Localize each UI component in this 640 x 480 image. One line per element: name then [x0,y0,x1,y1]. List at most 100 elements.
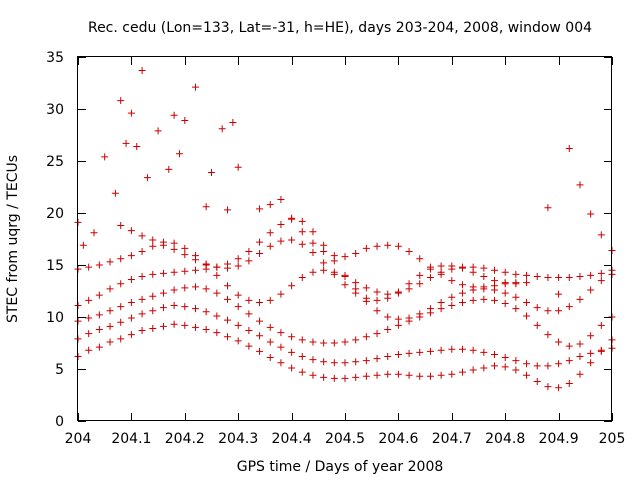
data-point [480,264,488,272]
data-point [224,295,232,303]
data-point [448,262,456,270]
data-point [159,304,167,312]
data-point [159,322,167,330]
data-point [298,368,306,376]
data-point [373,242,381,250]
data-point [426,372,434,380]
data-point [149,236,157,244]
data-point [85,346,93,354]
y-tick-label: 35 [46,50,64,66]
data-point [341,338,349,346]
x-tick-label: 204.9 [539,431,579,447]
data-point [555,360,563,368]
data-point [384,353,392,361]
data-point [565,273,573,281]
data-point [448,370,456,378]
data-point [288,236,296,244]
data-point [170,286,178,294]
data-point [587,286,595,294]
data-point [544,331,552,339]
data-point [330,252,338,260]
data-point [266,354,274,362]
data-point [191,305,199,313]
data-point [491,350,499,358]
data-point [127,252,135,260]
data-point [266,242,274,250]
data-point [95,261,103,269]
data-point [213,312,221,320]
data-point [202,285,210,293]
data-point [416,372,424,380]
data-point [448,293,456,301]
data-point [320,247,328,255]
data-point [384,325,392,333]
data-point [266,338,274,346]
data-point [576,295,584,303]
data-point [533,321,541,329]
x-axis-label: GPS time / Days of year 2008 [237,459,444,475]
data-point [544,204,552,212]
data-point [149,242,157,250]
data-point [229,119,237,127]
data-point [208,168,215,176]
data-point [320,339,328,347]
data-point [85,314,93,322]
data-point [501,268,509,276]
data-point [587,332,595,340]
data-point [181,303,189,311]
data-point [458,368,466,376]
data-point [127,298,135,306]
data-point [469,366,477,374]
data-point [362,284,370,292]
data-point [373,355,381,363]
data-point [106,307,114,315]
data-point [491,296,499,304]
data-point [85,330,93,338]
data-point [501,354,509,362]
series-sat-c [74,283,616,350]
data-point [245,327,253,335]
data-point [143,174,151,182]
data-point [523,298,531,306]
data-point [469,283,477,291]
data-point [587,359,595,367]
data-point [309,228,317,236]
data-point [362,357,370,365]
data-point [362,333,370,341]
data-point [133,142,141,150]
data-point [394,370,402,378]
data-point [277,343,285,351]
data-point [101,153,109,161]
data-point [576,181,584,189]
data-point [458,289,466,297]
data-point [106,338,114,346]
data-point [127,276,135,284]
data-point [191,323,199,331]
data-point [565,357,573,365]
data-point [149,307,157,315]
data-point [523,371,531,379]
data-point [587,210,595,218]
data-point [523,271,531,279]
data-point [544,307,552,315]
data-point [149,292,157,300]
data-point [266,296,274,304]
data-point [373,371,381,379]
data-point [373,288,381,296]
series-sat-a [74,320,616,392]
data-point [523,360,531,368]
data-point [277,220,285,228]
data-point [565,145,573,153]
data-point [320,373,328,381]
data-point [106,322,114,330]
data-point [458,298,466,306]
data-point [138,327,146,335]
data-point [426,263,434,271]
data-point [533,272,541,280]
series-sat-f [117,221,520,304]
y-axis-label: STEC from uqrg / TECUs [5,155,21,323]
data-point [218,125,226,133]
data-point [501,363,509,371]
data-point [170,320,178,328]
x-tick-label: 204.1 [111,431,151,447]
